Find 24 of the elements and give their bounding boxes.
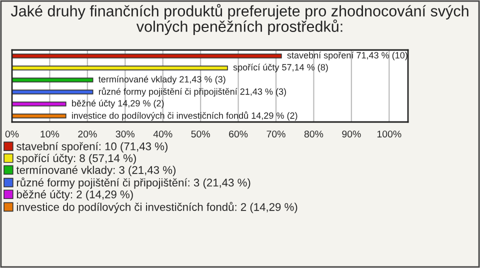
x-tick-label: 40% (153, 130, 172, 138)
data-label: spořící účty 57,14 % (8) (233, 64, 328, 72)
x-tick-label: 50% (191, 130, 210, 138)
data-label: investice do podílových či investičních fondů 14,29 % (2) (72, 111, 298, 121)
x-tick-label: 30% (116, 130, 135, 138)
data-label: běžné účty 14,29 % (2) (72, 100, 164, 108)
x-tick-label: 20% (78, 130, 97, 138)
x-tick-label: 70% (266, 130, 286, 138)
data-label: termínované vklady 21,43 % (3) (98, 76, 226, 84)
legend-label: různé formy pojištění či připojištění: 3 (21,43 %) (16, 177, 250, 189)
x-tick-label: 100% (377, 130, 402, 138)
data-label: stavební spoření 71,43 % (10) (287, 52, 408, 60)
x-tick-label: 0% (5, 130, 19, 138)
chart-title: Jaké druhy finančních produktů preferujete pro zhodnocování svých volných peněžních prostředků: (10, 4, 468, 35)
x-tick-label: 10% (40, 130, 60, 138)
x-tick-label: 60% (229, 130, 248, 138)
legend-label: běžné účty: 2 (14,29 %) (16, 190, 133, 201)
x-tick-label: 90% (342, 130, 361, 138)
x-tick-label: 80% (304, 130, 324, 138)
legend-label: investice do podílových či investičních fondů: 2 (14,29 %) (16, 202, 298, 214)
data-label: různé formy pojištění či připojištění 21,43 % (3) (98, 87, 286, 97)
legend-label: stavební spoření: 10 (71,43 %) (16, 142, 168, 152)
legend-label: termínované vklady: 3 (21,43 %) (16, 166, 176, 176)
legend-label: spořící účty: 8 (57,14 %) (16, 154, 136, 164)
